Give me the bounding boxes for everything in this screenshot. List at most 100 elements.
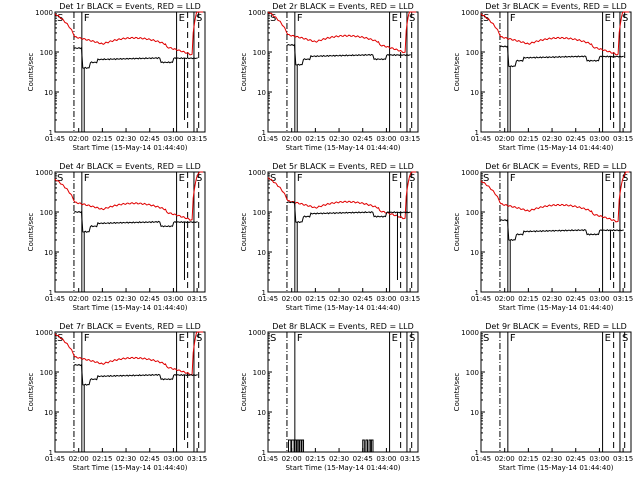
x-tick-label: 03:00 xyxy=(376,295,396,303)
x-tick-label: 03:15 xyxy=(613,455,633,463)
y-tick-label: 100 xyxy=(466,369,479,377)
x-tick-label: 02:00 xyxy=(495,295,515,303)
time-marker-label: F xyxy=(510,13,516,24)
y-tick-label: 10 xyxy=(470,89,479,97)
y-tick-label: 1 xyxy=(475,129,479,137)
x-tick-label: 03:15 xyxy=(400,135,420,143)
x-tick-label: 02:00 xyxy=(282,455,302,463)
lld-series-line xyxy=(54,171,204,221)
panel-title: Det 1r BLACK = Events, RED = LLD xyxy=(59,2,201,11)
x-tick-label: 01:45 xyxy=(45,455,65,463)
y-tick-label: 100 xyxy=(40,369,53,377)
time-marker-label: S xyxy=(409,173,415,184)
events-spike xyxy=(301,439,305,452)
time-marker-label: S xyxy=(409,333,415,344)
time-marker-label: F xyxy=(297,333,303,344)
x-tick-label: 01:45 xyxy=(258,455,278,463)
events-series-line xyxy=(73,363,198,386)
x-tick-label: 02:45 xyxy=(566,135,586,143)
y-tick-label: 1000 xyxy=(35,169,53,177)
x-tick-label: 03:15 xyxy=(187,455,207,463)
y-tick-label: 1000 xyxy=(248,169,266,177)
time-marker-label: E xyxy=(392,13,398,24)
time-marker-label: E xyxy=(392,333,398,344)
lld-series-line xyxy=(267,11,417,54)
x-tick-label: 03:15 xyxy=(613,135,633,143)
x-axis-label: Start Time (15-May-14 01:44:40) xyxy=(498,304,613,312)
x-tick-label: 02:15 xyxy=(305,135,325,143)
panel-det-1: Det 1r BLACK = Events, RED = LLD 1 10 100 10… xyxy=(27,2,207,152)
lld-series-line xyxy=(480,11,630,56)
x-tick-label: 01:45 xyxy=(45,135,65,143)
x-tick-label: 02:45 xyxy=(566,295,586,303)
events-series-line xyxy=(286,43,411,66)
y-tick-label: 1 xyxy=(49,289,53,297)
time-marker-label: S xyxy=(622,173,628,184)
events-spike xyxy=(291,439,295,452)
panel-det-6: Det 6r BLACK = Events, RED = LLD 1 10 100 10… xyxy=(453,162,633,312)
x-tick-label: 02:30 xyxy=(329,455,349,463)
y-tick-label: 100 xyxy=(40,209,53,217)
x-tick-label: 01:45 xyxy=(471,135,491,143)
y-axis-label: Counts/sec xyxy=(453,53,461,92)
x-tick-label: 03:15 xyxy=(400,455,420,463)
y-axis-label: Counts/sec xyxy=(453,213,461,252)
x-tick-label: 02:30 xyxy=(329,295,349,303)
lld-series-line xyxy=(54,331,204,376)
y-axis-label: Counts/sec xyxy=(27,213,35,252)
x-tick-label: 02:45 xyxy=(140,295,160,303)
time-marker-label: S xyxy=(270,13,276,24)
x-tick-label: 02:15 xyxy=(92,295,112,303)
panel-det-7: Det 7r BLACK = Events, RED = LLD 1 10 100 10… xyxy=(27,322,207,472)
x-tick-label: 01:45 xyxy=(471,295,491,303)
x-tick-label: 02:45 xyxy=(566,455,586,463)
x-tick-label: 03:15 xyxy=(613,295,633,303)
y-tick-label: 100 xyxy=(40,49,53,57)
x-tick-label: 02:00 xyxy=(282,295,302,303)
x-tick-label: 01:45 xyxy=(258,135,278,143)
events-spike xyxy=(294,439,297,452)
plot-frame xyxy=(480,171,632,293)
x-tick-label: 01:45 xyxy=(258,295,278,303)
y-axis-label: Counts/sec xyxy=(27,373,35,412)
events-series-line xyxy=(73,210,198,233)
x-axis-label: Start Time (15-May-14 01:44:40) xyxy=(285,304,400,312)
x-tick-label: 02:45 xyxy=(353,295,373,303)
x-tick-label: 01:45 xyxy=(471,455,491,463)
time-marker-label: F xyxy=(510,173,516,184)
time-marker-label: S xyxy=(622,13,628,24)
panel-det-4: Det 4r BLACK = Events, RED = LLD 1 10 100 10… xyxy=(27,162,207,312)
x-tick-label: 02:00 xyxy=(495,455,515,463)
time-marker-label: F xyxy=(84,333,90,344)
time-marker-label: E xyxy=(179,333,185,344)
x-tick-label: 03:00 xyxy=(589,295,609,303)
y-tick-label: 1 xyxy=(262,289,266,297)
x-tick-label: 02:30 xyxy=(329,135,349,143)
events-series-line xyxy=(499,219,624,241)
time-marker-label: S xyxy=(196,173,202,184)
plot-frame xyxy=(480,331,632,453)
x-tick-label: 02:15 xyxy=(305,455,325,463)
y-tick-label: 10 xyxy=(44,249,53,257)
y-tick-label: 100 xyxy=(253,209,266,217)
y-tick-label: 1000 xyxy=(461,9,479,17)
x-tick-label: 03:00 xyxy=(589,135,609,143)
x-tick-label: 02:30 xyxy=(542,135,562,143)
events-spike xyxy=(299,439,302,452)
events-series-line xyxy=(286,201,411,224)
y-tick-label: 1000 xyxy=(461,169,479,177)
y-tick-label: 1 xyxy=(475,289,479,297)
events-spike xyxy=(365,439,368,452)
events-spike xyxy=(296,439,300,452)
y-tick-label: 1 xyxy=(475,449,479,457)
x-tick-label: 03:00 xyxy=(163,135,183,143)
x-tick-label: 02:45 xyxy=(353,455,373,463)
y-axis-label: Counts/sec xyxy=(27,53,35,92)
plot-frame xyxy=(54,171,206,293)
time-marker-label: E xyxy=(605,333,611,344)
x-tick-label: 03:00 xyxy=(163,295,183,303)
x-axis-label: Start Time (15-May-14 01:44:40) xyxy=(285,464,400,472)
time-marker-label: F xyxy=(84,173,90,184)
x-tick-label: 03:15 xyxy=(400,295,420,303)
x-axis-label: Start Time (15-May-14 01:44:40) xyxy=(72,144,187,152)
